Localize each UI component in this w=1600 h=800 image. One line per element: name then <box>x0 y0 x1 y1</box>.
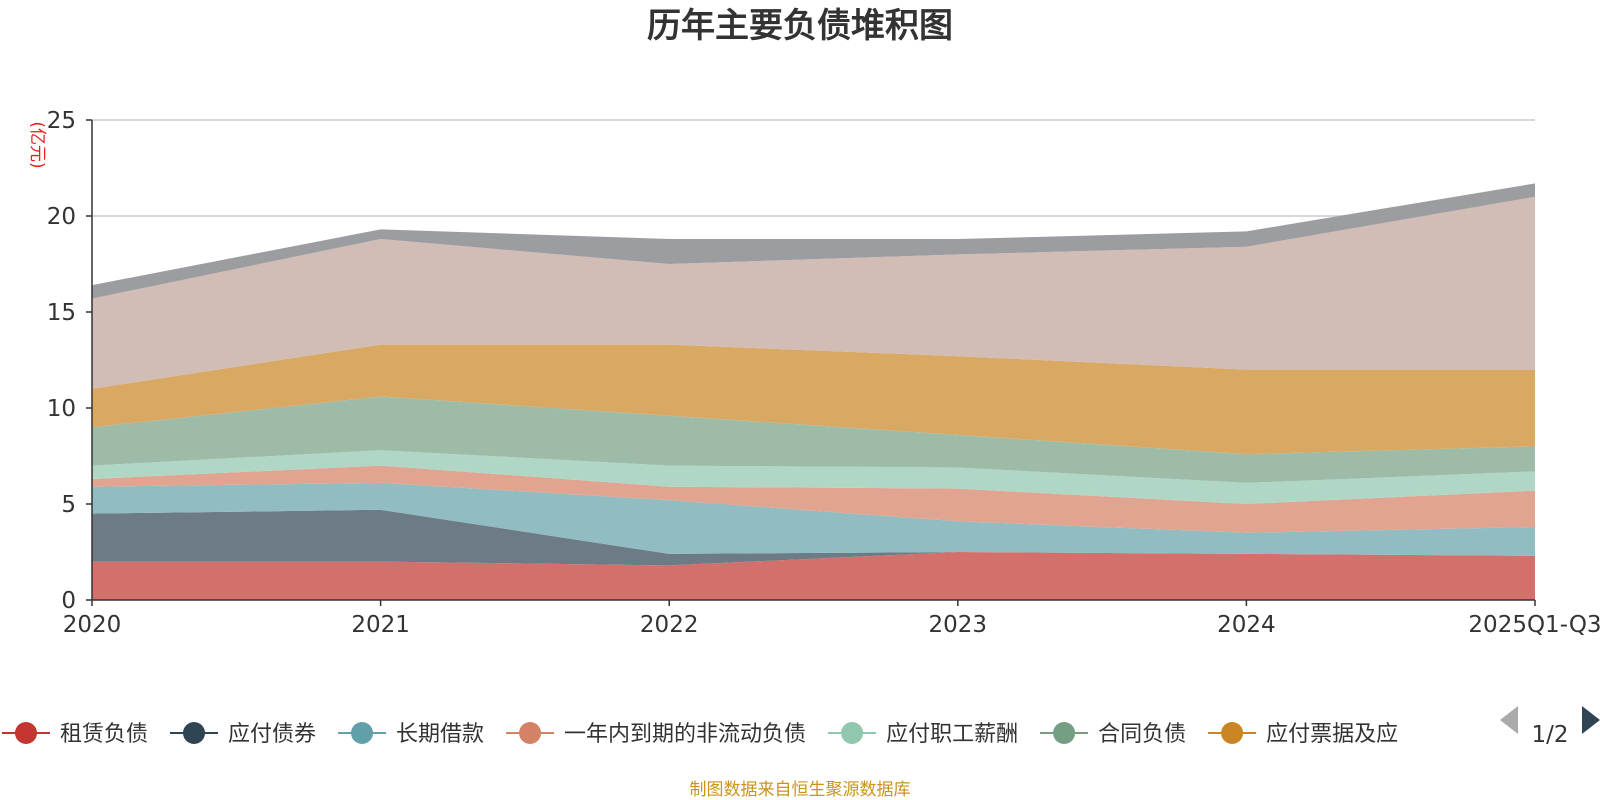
y-tick-label: 10 <box>47 396 76 422</box>
area-series-2 <box>92 509 1535 566</box>
axes <box>91 120 1535 601</box>
x-tick-labels: 2020 2021 2022 2023 2024 2025Q1-Q3 <box>63 600 1600 638</box>
legend-label: 应付票据及应 <box>1266 722 1398 747</box>
legend-label: 合同负债 <box>1098 722 1186 747</box>
x-tick-label: 2025Q1-Q3 <box>1468 612 1600 638</box>
area-series-group <box>92 183 1535 600</box>
area-series-3 <box>92 482 1535 556</box>
area-series-6 <box>92 396 1535 483</box>
x-tick-label: 2020 <box>63 612 122 638</box>
legend-item[interactable]: 应付职工薪酬 <box>828 722 1018 747</box>
legend-item[interactable]: 一年内到期的非流动负债 <box>506 722 806 747</box>
legend-circle-icon <box>15 722 37 744</box>
legend-circle-icon <box>519 722 542 744</box>
legend-circle-icon <box>1221 722 1244 744</box>
legend-page-indicator: 1/2 <box>1531 722 1568 748</box>
y-tick-label: 15 <box>47 300 76 326</box>
x-tick-label: 2023 <box>929 612 988 638</box>
y-tick-labels: 0 5 10 15 20 25 <box>47 108 92 614</box>
chart-title: 历年主要负债堆积图 <box>647 6 953 46</box>
x-tick-label: 2021 <box>351 612 410 638</box>
legend-circle-icon <box>351 722 374 744</box>
y-tick-label: 25 <box>47 108 76 134</box>
legend-item[interactable]: 应付债券 <box>170 722 316 747</box>
legend-pager: 1/2 <box>1500 706 1600 748</box>
area-series-5 <box>92 450 1535 504</box>
area-series-4 <box>92 465 1535 533</box>
legend: 租赁负债 应付债券 长期借款 一年内到期的非流动负债 应付职工薪酬 合同负债 应付票据及应 <box>2 722 1398 747</box>
area-series-7 <box>92 344 1535 455</box>
area-series-8 <box>92 196 1535 389</box>
legend-item[interactable]: 长期借款 <box>338 722 484 747</box>
y-tick-label: 0 <box>61 588 76 614</box>
x-tick-label: 2022 <box>640 612 699 638</box>
area-series-1 <box>92 552 1535 600</box>
legend-label: 一年内到期的非流动负债 <box>564 722 806 747</box>
legend-circle-icon <box>841 722 864 744</box>
y-tick-label: 20 <box>47 204 76 230</box>
legend-circle-icon <box>183 722 206 744</box>
area-series-9 <box>92 183 1535 299</box>
legend-prev-icon[interactable] <box>1500 706 1518 734</box>
x-tick-label: 2024 <box>1217 612 1276 638</box>
legend-circle-icon <box>1053 722 1076 744</box>
data-source-note: 制图数据来自恒生聚源数据库 <box>690 780 911 800</box>
legend-item[interactable]: 租赁负债 <box>2 722 148 747</box>
legend-item[interactable]: 合同负债 <box>1040 722 1186 747</box>
legend-label: 应付职工薪酬 <box>886 722 1018 747</box>
legend-label: 应付债券 <box>228 722 316 747</box>
legend-item[interactable]: 应付票据及应 <box>1208 722 1398 747</box>
legend-label: 长期借款 <box>396 722 484 747</box>
y-axis-unit: (亿元) <box>27 121 47 168</box>
legend-next-icon[interactable] <box>1582 706 1600 734</box>
legend-label: 租赁负债 <box>60 722 148 747</box>
y-tick-label: 5 <box>61 492 76 518</box>
